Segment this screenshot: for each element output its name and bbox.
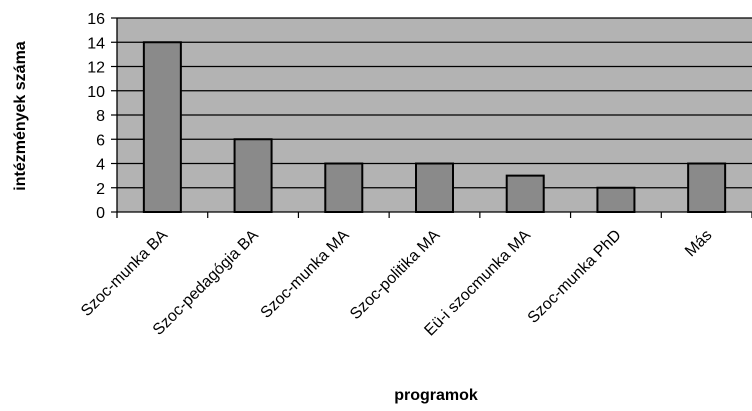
x-category-label-4: Szoc-politika MA (347, 227, 444, 324)
y-tick-label-0: 0 (96, 205, 105, 222)
x-category-label-6: Szoc-munka PhD (525, 227, 625, 327)
y-tick-label-2: 2 (96, 181, 105, 198)
y-axis-title: intézmények száma (12, 41, 29, 191)
y-tick-label-8: 8 (96, 108, 105, 125)
y-tick-label-4: 4 (96, 157, 105, 174)
x-category-label-3: Szoc-munka MA (258, 227, 353, 322)
y-tick-label-14: 14 (87, 35, 105, 52)
x-category-label-7: Más (682, 227, 715, 260)
bar-1 (142, 41, 182, 213)
bar-5 (505, 174, 545, 213)
bar-6 (596, 186, 636, 213)
bar-3 (324, 162, 364, 213)
y-axis-ticks: 0 2 4 6 8 10 12 14 16 (87, 11, 117, 222)
y-tick-label-16: 16 (87, 11, 105, 28)
y-tick-label-12: 12 (87, 60, 105, 77)
bars-group (142, 41, 727, 213)
y-tick-label-10: 10 (87, 84, 105, 101)
x-category-label-1: Szoc-munka BA (78, 227, 171, 320)
bar-4 (415, 162, 454, 213)
bar-2 (233, 138, 273, 213)
x-category-label-2: Szoc-pedagógia BA (150, 227, 262, 339)
y-tick-label-6: 6 (96, 132, 105, 149)
x-axis-title: programok (394, 387, 478, 404)
bar-7 (687, 162, 727, 213)
